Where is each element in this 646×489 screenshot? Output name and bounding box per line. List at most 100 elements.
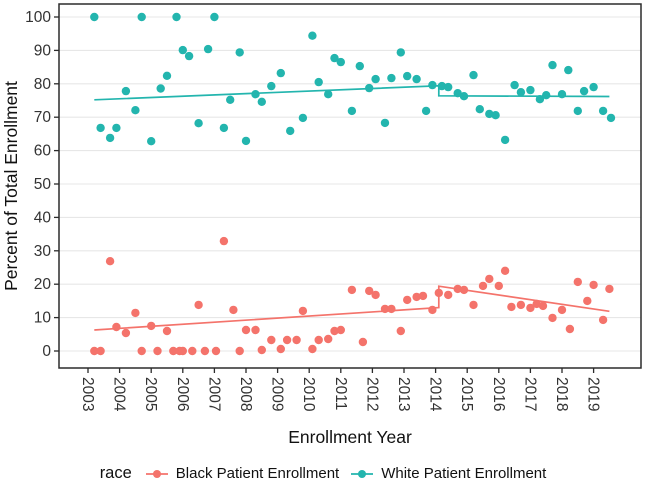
legend-entry-black-label: Black Patient Enrollment xyxy=(175,465,340,482)
data-point xyxy=(557,305,567,315)
data-point xyxy=(598,315,608,325)
data-point xyxy=(538,301,548,311)
trend-line xyxy=(94,84,610,101)
data-point xyxy=(500,135,510,145)
data-point xyxy=(194,119,203,128)
data-point xyxy=(308,31,317,40)
data-point xyxy=(418,291,428,301)
y-tick-label: 80 xyxy=(34,76,52,93)
data-point xyxy=(153,346,162,356)
data-point xyxy=(324,90,333,99)
data-point xyxy=(137,12,146,22)
y-tick-label: 90 xyxy=(34,42,52,59)
data-point xyxy=(330,53,339,63)
legend-title: race xyxy=(99,464,132,482)
data-point xyxy=(565,324,575,334)
data-point xyxy=(226,95,235,105)
data-point xyxy=(403,295,412,305)
data-point xyxy=(583,296,592,306)
data-point xyxy=(147,321,156,331)
data-point xyxy=(412,74,421,84)
data-point xyxy=(542,91,551,100)
data-point xyxy=(507,302,516,312)
data-point xyxy=(526,85,535,95)
data-point xyxy=(355,61,364,71)
data-point xyxy=(121,86,131,96)
data-point xyxy=(267,335,276,345)
x-tick-label: 2011 xyxy=(332,377,349,410)
data-point xyxy=(324,334,333,344)
data-point xyxy=(96,346,105,356)
data-point xyxy=(371,290,380,300)
data-point xyxy=(219,236,229,246)
x-tick-label: 2009 xyxy=(269,377,286,411)
data-point xyxy=(434,288,443,298)
data-point xyxy=(494,281,503,291)
data-point xyxy=(365,83,374,93)
x-tick-label: 2018 xyxy=(553,377,570,411)
data-point xyxy=(241,136,251,146)
data-point xyxy=(276,344,285,354)
data-point xyxy=(453,284,462,294)
data-point xyxy=(210,12,219,22)
data-point xyxy=(219,123,229,133)
x-tick-label: 2019 xyxy=(585,377,602,411)
data-point xyxy=(267,81,276,91)
data-point xyxy=(606,113,616,123)
x-tick-label: 2008 xyxy=(237,377,254,411)
x-tick-label: 2003 xyxy=(79,377,96,411)
x-tick-label: 2012 xyxy=(363,377,380,411)
data-point xyxy=(428,80,437,90)
x-tick-label: 2017 xyxy=(521,377,538,411)
data-point xyxy=(286,126,295,136)
data-point xyxy=(371,74,380,84)
y-axis-title: Percent of Total Enrollment xyxy=(1,81,21,291)
y-tick-label: 40 xyxy=(34,209,52,226)
data-point xyxy=(105,257,115,266)
data-point xyxy=(347,106,357,116)
data-point xyxy=(257,97,266,107)
data-point xyxy=(147,137,156,146)
data-point xyxy=(235,346,244,356)
data-point xyxy=(162,326,172,336)
y-tick-label: 70 xyxy=(34,109,52,126)
data-point xyxy=(459,285,469,295)
data-point xyxy=(241,325,251,335)
data-point xyxy=(203,44,213,54)
data-point xyxy=(412,292,421,302)
data-point xyxy=(105,133,115,143)
data-point xyxy=(478,281,488,291)
data-point xyxy=(516,300,526,310)
data-point xyxy=(235,48,244,57)
data-point xyxy=(387,73,396,83)
data-point xyxy=(314,77,323,87)
y-tick-label: 100 xyxy=(25,9,51,26)
data-point xyxy=(548,60,557,70)
data-point xyxy=(579,86,589,96)
data-point xyxy=(469,70,478,80)
data-point xyxy=(178,45,187,55)
data-point xyxy=(403,71,412,81)
data-point xyxy=(548,313,557,323)
data-point xyxy=(184,51,194,61)
data-point xyxy=(200,346,210,356)
white-enrollment-key-icon xyxy=(351,469,374,478)
data-point xyxy=(112,123,121,133)
x-tick-label: 2010 xyxy=(300,377,317,412)
data-point xyxy=(453,89,462,98)
data-point xyxy=(298,306,308,316)
data-point xyxy=(96,123,105,133)
data-point xyxy=(437,81,447,91)
data-point xyxy=(90,12,99,22)
data-point xyxy=(314,335,323,345)
data-point xyxy=(396,48,405,57)
data-point xyxy=(491,111,500,120)
data-point xyxy=(298,113,308,123)
data-point xyxy=(162,71,172,81)
x-axis-title: Enrollment Year xyxy=(288,427,412,447)
data-point xyxy=(444,290,453,300)
data-point xyxy=(347,285,357,295)
x-tick-label: 2006 xyxy=(174,377,191,411)
data-point xyxy=(156,84,165,93)
data-point xyxy=(169,346,178,356)
